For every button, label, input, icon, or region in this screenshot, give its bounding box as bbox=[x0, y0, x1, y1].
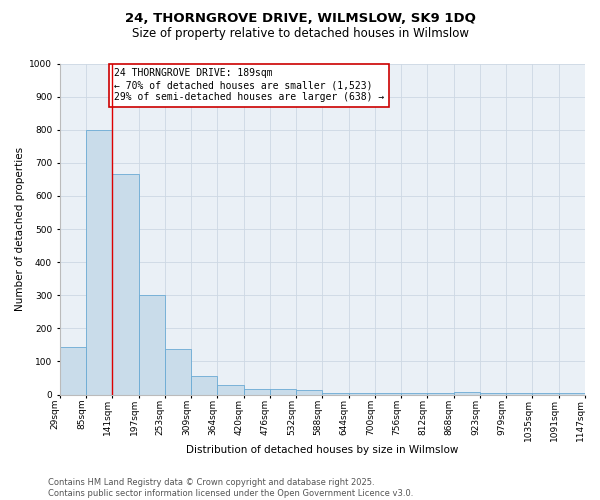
Text: Size of property relative to detached houses in Wilmslow: Size of property relative to detached ho… bbox=[131, 28, 469, 40]
Bar bbox=[165, 349, 191, 395]
Bar bbox=[532, 393, 559, 394]
Bar bbox=[296, 390, 322, 394]
Bar bbox=[506, 393, 532, 394]
Text: 24 THORNGROVE DRIVE: 189sqm
← 70% of detached houses are smaller (1,523)
29% of : 24 THORNGROVE DRIVE: 189sqm ← 70% of det… bbox=[113, 68, 384, 102]
X-axis label: Distribution of detached houses by size in Wilmslow: Distribution of detached houses by size … bbox=[186, 445, 458, 455]
Bar bbox=[349, 393, 375, 394]
Bar bbox=[454, 392, 480, 394]
Text: Contains HM Land Registry data © Crown copyright and database right 2025.
Contai: Contains HM Land Registry data © Crown c… bbox=[48, 478, 413, 498]
Bar bbox=[375, 393, 401, 394]
Bar bbox=[139, 295, 165, 394]
Bar bbox=[559, 393, 585, 394]
Bar bbox=[427, 393, 454, 394]
Text: 24, THORNGROVE DRIVE, WILMSLOW, SK9 1DQ: 24, THORNGROVE DRIVE, WILMSLOW, SK9 1DQ bbox=[125, 12, 475, 26]
Bar bbox=[217, 386, 244, 394]
Bar bbox=[270, 388, 296, 394]
Bar bbox=[244, 388, 270, 394]
Y-axis label: Number of detached properties: Number of detached properties bbox=[15, 147, 25, 311]
Bar bbox=[86, 130, 112, 394]
Bar bbox=[191, 376, 217, 394]
Bar bbox=[480, 393, 506, 394]
Bar bbox=[112, 174, 139, 394]
Bar bbox=[322, 393, 349, 394]
Bar bbox=[401, 393, 427, 394]
Bar bbox=[60, 346, 86, 395]
